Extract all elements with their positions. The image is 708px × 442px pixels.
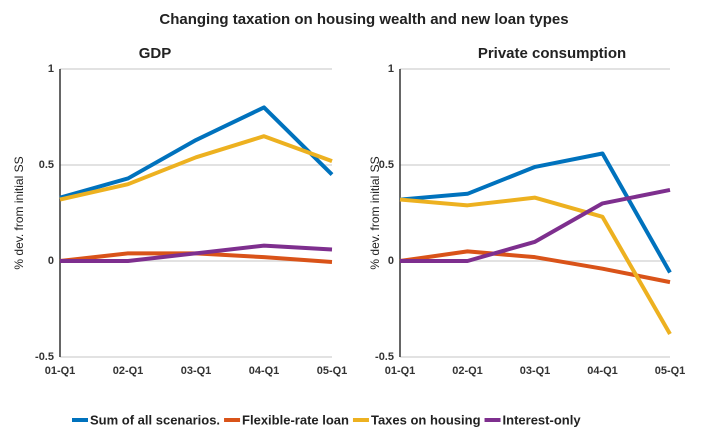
series-line — [59, 105, 334, 200]
figure-title: Changing taxation on housing wealth and … — [159, 11, 568, 28]
x-tick-label: 03-Q1 — [181, 365, 212, 377]
panel-title: GDP — [139, 45, 172, 62]
y-axis-label: % dev. from initial SS — [368, 156, 382, 269]
panel-title: Private consumption — [478, 45, 626, 62]
legend-label: Flexible-rate loan — [242, 412, 349, 427]
y-tick-label: 0.5 — [39, 159, 54, 171]
y-tick-label: -0.5 — [375, 351, 394, 363]
y-tick-label: 1 — [48, 63, 54, 75]
y-tick-label: 1 — [388, 63, 394, 75]
series-line — [399, 151, 672, 274]
y-axis-label: % dev. from initial SS — [12, 156, 26, 269]
series-line — [59, 134, 333, 202]
legend-label: Sum of all scenarios. — [90, 412, 220, 427]
legend-label: Interest-only — [503, 412, 582, 427]
x-tick-label: 05-Q1 — [317, 365, 348, 377]
y-tick-label: 0.5 — [379, 159, 394, 171]
x-tick-label: 01-Q1 — [45, 365, 76, 377]
y-tick-label: 0 — [48, 255, 54, 267]
series-line — [400, 187, 671, 263]
x-tick-label: 05-Q1 — [655, 365, 686, 377]
x-tick-label: 04-Q1 — [587, 365, 618, 377]
x-tick-label: 04-Q1 — [249, 365, 280, 377]
y-tick-label: -0.5 — [35, 351, 54, 363]
series-line — [399, 249, 671, 285]
series-line — [60, 243, 333, 263]
x-tick-label: 03-Q1 — [520, 365, 551, 377]
y-tick-label: 0 — [388, 255, 394, 267]
x-tick-label: 02-Q1 — [113, 365, 144, 377]
x-tick-label: 01-Q1 — [385, 365, 416, 377]
legend-label: Taxes on housing — [371, 412, 481, 427]
series-line — [399, 195, 672, 335]
x-tick-label: 02-Q1 — [452, 365, 483, 377]
